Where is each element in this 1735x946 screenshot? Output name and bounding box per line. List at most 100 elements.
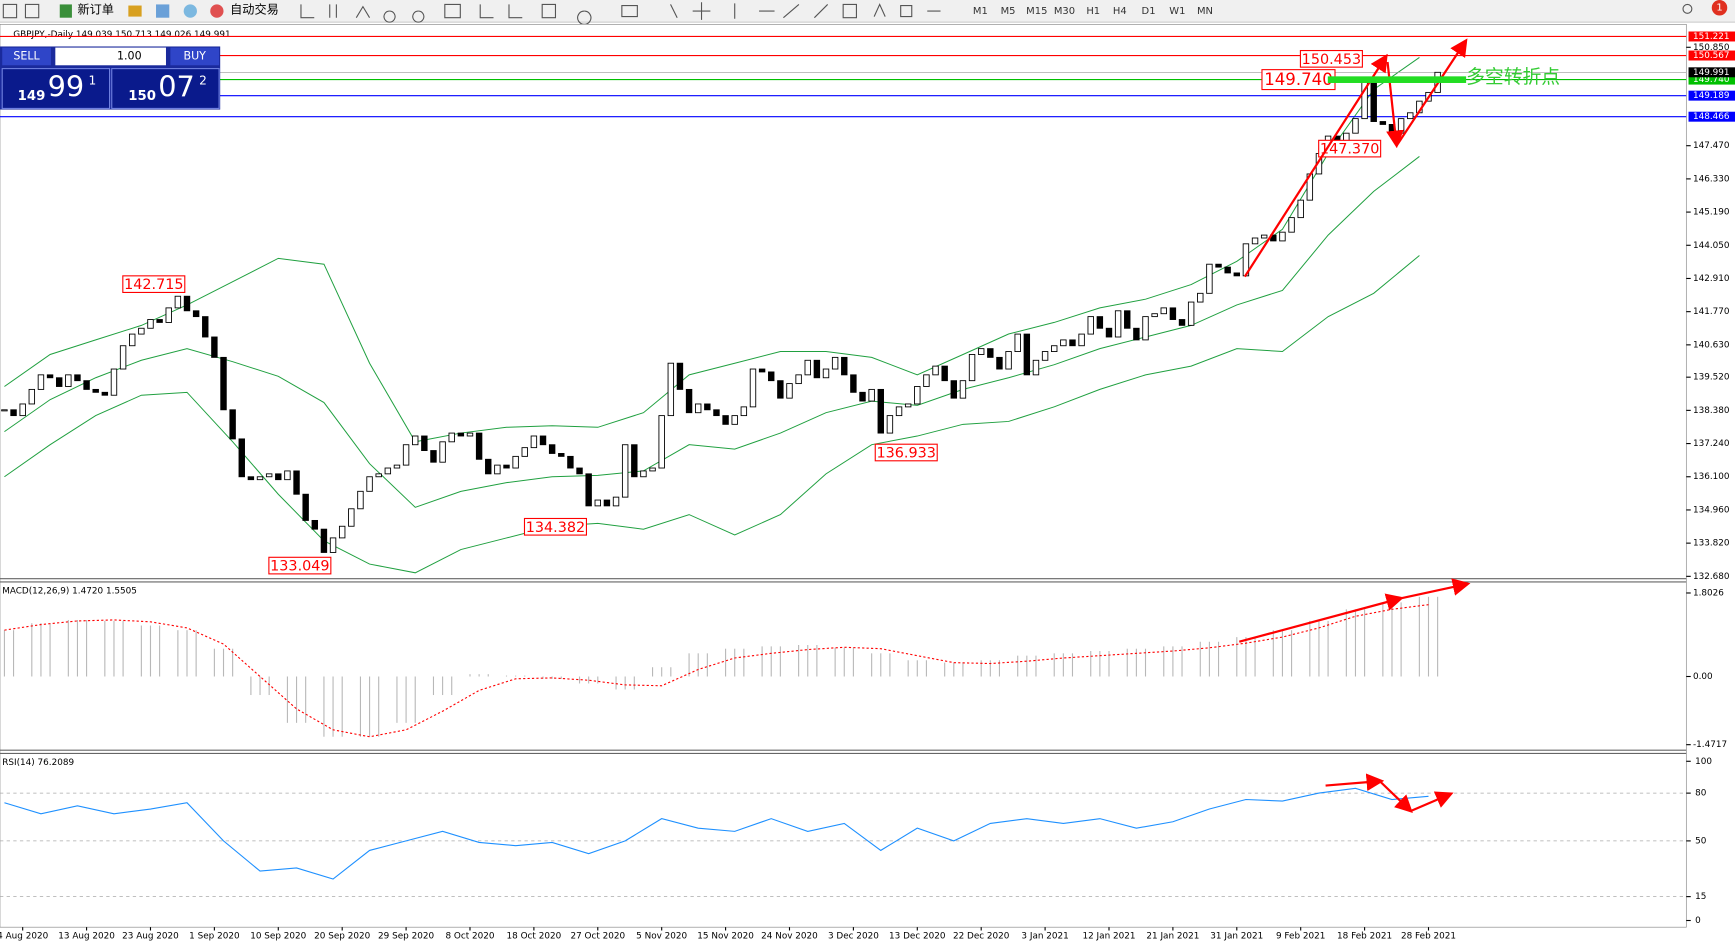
- candle: [384, 467, 392, 475]
- new-order-button[interactable]: 新订单: [77, 1, 113, 16]
- notification-count: 1: [1716, 3, 1722, 14]
- candle: [914, 386, 921, 405]
- candle: [758, 368, 766, 373]
- timeframe-button[interactable]: H4: [1113, 6, 1127, 17]
- timeframe-button[interactable]: M30: [1054, 6, 1075, 17]
- arrow: [1386, 61, 1404, 149]
- x-tick-label: 3 Jan 2021: [1021, 932, 1068, 942]
- current-price-label: 149.991: [1693, 68, 1730, 78]
- candle: [1178, 319, 1186, 326]
- sell-label[interactable]: SELL: [13, 49, 40, 62]
- y-tick-label: 139.520: [1693, 373, 1730, 383]
- y-tick-label: 137.240: [1693, 439, 1730, 449]
- candle: [558, 453, 565, 457]
- candle: [1023, 333, 1031, 376]
- candle: [713, 409, 720, 417]
- buy-price-big-figure: 150: [128, 89, 156, 104]
- candle: [129, 333, 136, 347]
- candle: [329, 537, 337, 553]
- lot-value[interactable]: 1.00: [117, 49, 142, 62]
- candle: [46, 374, 54, 379]
- candle: [439, 441, 446, 463]
- timeframe-button[interactable]: M5: [1001, 6, 1016, 17]
- arrow: [1238, 593, 1405, 643]
- price-annotation: 133.049: [270, 559, 329, 575]
- candle: [1105, 327, 1113, 338]
- x-tick-label: 20 Sep 2020: [314, 932, 370, 942]
- candle: [786, 383, 793, 399]
- candle: [348, 508, 355, 527]
- candle: [247, 476, 255, 481]
- timeframe-button[interactable]: M15: [1026, 6, 1047, 17]
- macd-label: MACD(12,26,9) 1.4720 1.5505: [2, 586, 137, 596]
- buy-button[interactable]: [170, 47, 220, 66]
- candle: [1124, 310, 1131, 329]
- icon[interactable]: [156, 4, 170, 18]
- turning-point-note: 多空转折点: [1466, 66, 1560, 88]
- sell-price-box[interactable]: [1, 68, 111, 109]
- bollinger-upper: [4, 57, 1420, 443]
- buy-price-fraction: 2: [199, 73, 207, 87]
- level-label: 148.466: [1693, 112, 1730, 122]
- candle: [174, 295, 182, 309]
- sell-button[interactable]: [2, 47, 51, 66]
- candle: [1087, 316, 1094, 335]
- candle: [284, 470, 291, 481]
- y-tick-label: 133.820: [1693, 539, 1730, 549]
- candle: [1260, 234, 1268, 239]
- candle: [256, 476, 264, 481]
- candle: [1142, 316, 1149, 341]
- candle: [147, 319, 154, 329]
- icon[interactable]: [183, 4, 197, 18]
- x-tick-label: 23 Aug 2020: [122, 932, 179, 942]
- icon[interactable]: [59, 4, 72, 18]
- bollinger-middle: [4, 156, 1420, 508]
- candle: [1051, 345, 1058, 352]
- x-tick-label: 15 Nov 2020: [697, 932, 754, 942]
- y-tick-label: 50: [1695, 836, 1707, 846]
- candle: [494, 464, 501, 475]
- candle: [694, 403, 702, 414]
- candle: [466, 432, 474, 437]
- candle: [1151, 313, 1158, 318]
- price-annotation-box: [523, 517, 588, 536]
- icon[interactable]: [1682, 3, 1693, 14]
- candle: [1032, 359, 1040, 376]
- timeframe-button[interactable]: D1: [1142, 6, 1156, 17]
- x-tick-label: 31 Jan 2021: [1210, 932, 1263, 942]
- candle: [119, 345, 127, 370]
- candle: [138, 327, 145, 335]
- icon[interactable]: [210, 4, 224, 18]
- y-tick-label: 140.630: [1693, 340, 1730, 350]
- candle: [722, 415, 729, 425]
- buy-price-box[interactable]: [111, 68, 220, 109]
- lot-input[interactable]: [55, 47, 166, 66]
- candle: [813, 359, 821, 379]
- candle: [731, 415, 738, 425]
- candle: [521, 447, 528, 457]
- one-click-trading: SELL BUY 1.00 149 99 1 150 07 2: [0, 46, 221, 110]
- notification-badge[interactable]: [1711, 0, 1728, 16]
- chart-frame: [0, 24, 1687, 928]
- candle: [950, 380, 958, 399]
- candle: [658, 415, 665, 469]
- timeframe-button[interactable]: H1: [1086, 6, 1100, 17]
- timeframe-button[interactable]: MN: [1197, 6, 1213, 17]
- arrows: [1238, 38, 1471, 813]
- timeframe-button[interactable]: W1: [1169, 6, 1185, 17]
- buy-label[interactable]: BUY: [184, 49, 207, 62]
- x-tick-label: 27 Oct 2020: [570, 932, 625, 942]
- icon: [24, 3, 40, 19]
- level-label-bg: [1688, 31, 1735, 42]
- candle: [55, 377, 63, 387]
- icon[interactable]: [300, 3, 461, 23]
- candle: [366, 476, 373, 492]
- candle: [676, 362, 684, 390]
- candle: [448, 432, 455, 443]
- icon[interactable]: [128, 5, 142, 17]
- auto-trading-button[interactable]: 自动交易: [230, 1, 279, 16]
- candle: [740, 406, 748, 417]
- candle: [375, 473, 382, 478]
- candle: [1114, 310, 1122, 338]
- timeframe-button[interactable]: M1: [973, 6, 988, 17]
